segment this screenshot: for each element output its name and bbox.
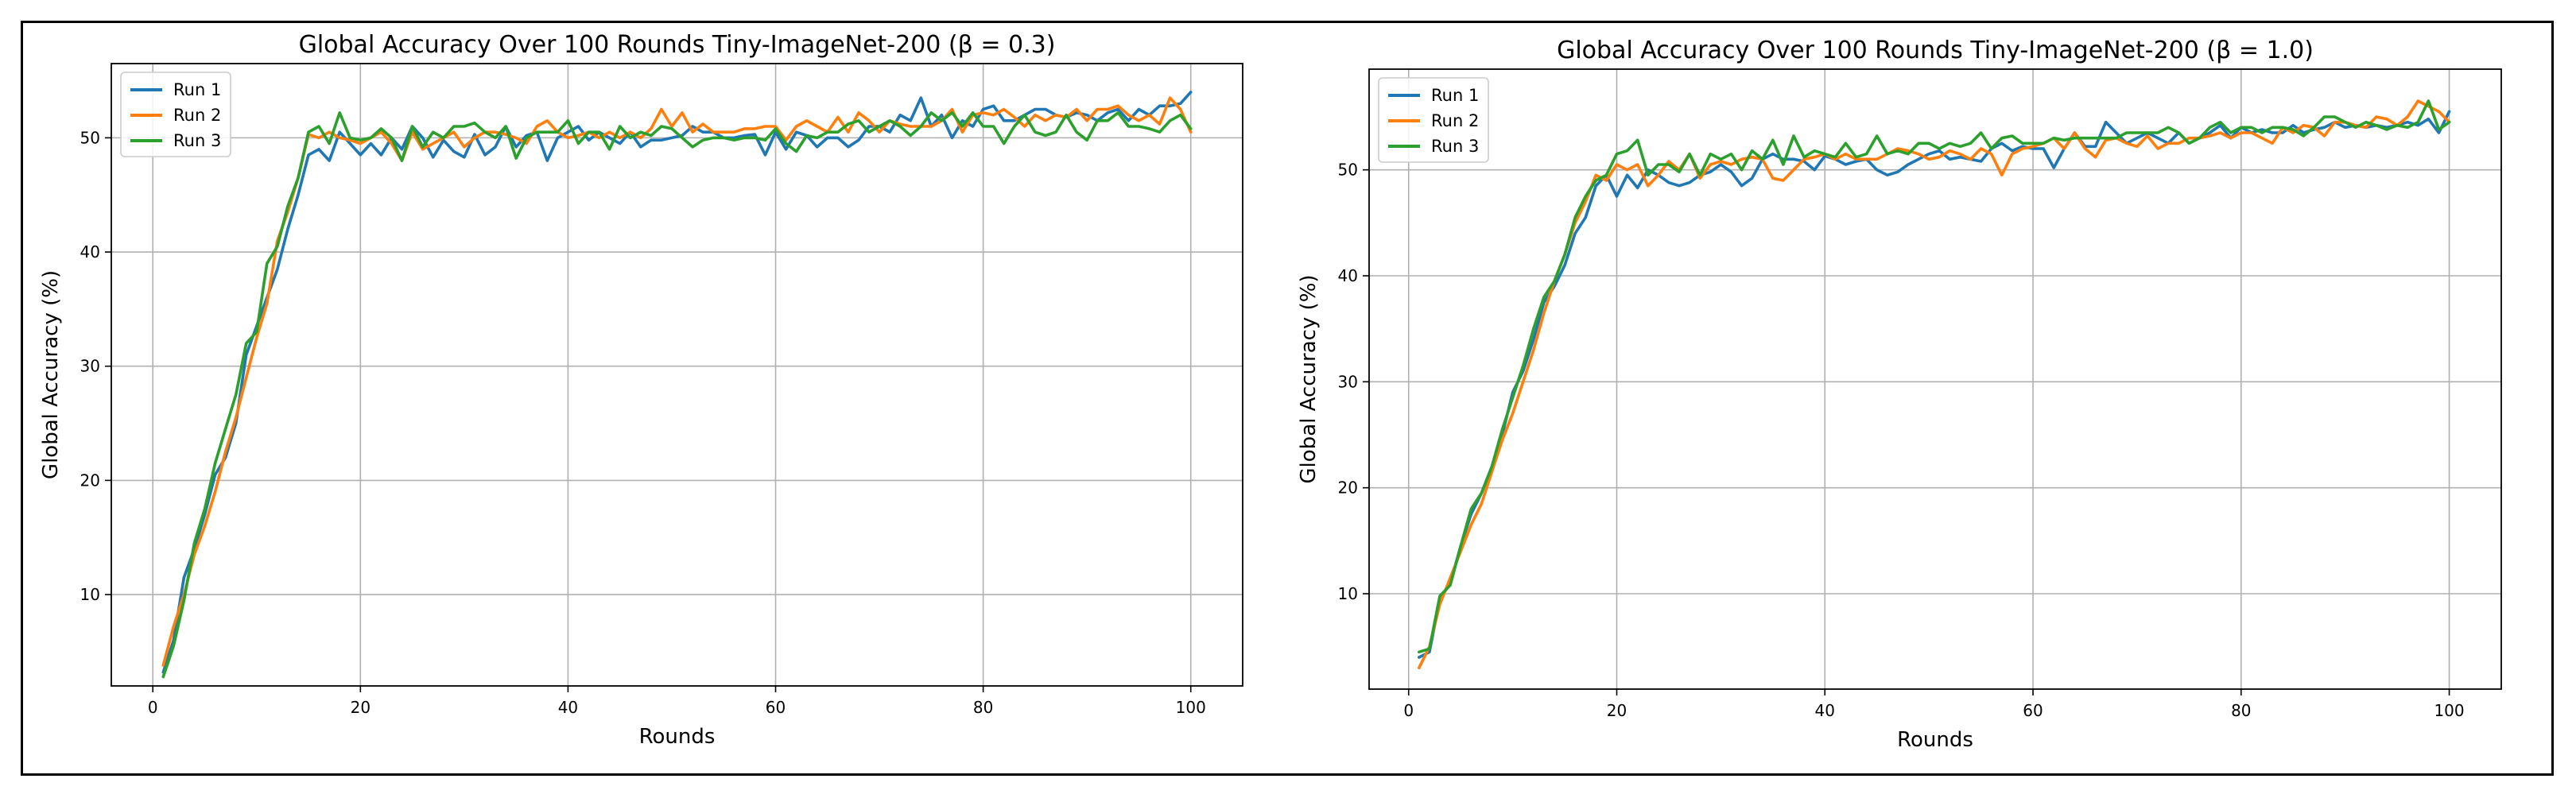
legend-label: Run 3: [1431, 137, 1479, 156]
series-line-run-2: [1418, 99, 2451, 670]
x-tick-label: 40: [1815, 701, 1835, 720]
legend-box: [1378, 77, 1489, 163]
x-tick-label: 0: [1403, 701, 1414, 720]
series-line-run-2: [161, 96, 1193, 667]
y-tick-label: 20: [1338, 478, 1358, 498]
legend-label: Run 1: [173, 80, 221, 99]
y-tick-label: 50: [1338, 161, 1358, 180]
series-line-run-3: [161, 111, 1193, 679]
y-tick-label: 10: [80, 585, 100, 604]
y-tick-label: 30: [80, 357, 100, 376]
y-tick-label: 20: [80, 471, 100, 490]
x-tick-label: 100: [1176, 698, 1206, 717]
series-line-run-1: [1418, 110, 2451, 659]
chart-panel-2: 0 20 40 60 80 100 10 20 30 40 50 Global Accuracy Ov…: [1297, 37, 2502, 752]
y-tick-label: 50: [80, 128, 100, 147]
y-tick-label: 40: [80, 242, 100, 261]
x-tick-label: 0: [148, 698, 158, 717]
y-tick-label: 40: [1338, 266, 1358, 285]
legend-label: Run 2: [173, 106, 221, 125]
chart-title: Global Accuracy Over 100 Rounds Tiny-Ima…: [1557, 37, 2314, 64]
y-tick-label: 30: [1338, 372, 1358, 391]
x-tick-label: 100: [2434, 701, 2464, 720]
legend: Run 1 Run 2 Run 3: [120, 72, 231, 157]
chart-title: Global Accuracy Over 100 Rounds Tiny-Ima…: [299, 31, 1056, 59]
y-axis-label: Global Accuracy (%): [1297, 274, 1321, 483]
x-tick-label: 80: [973, 698, 993, 717]
plot-area-frame: [1368, 68, 2502, 690]
x-axis-label: Rounds: [639, 725, 716, 749]
legend: Run 1 Run 2 Run 3: [1378, 77, 1489, 163]
x-tick-label: 20: [351, 698, 370, 717]
x-tick-label: 80: [2231, 701, 2251, 720]
figure-frame: [21, 21, 2554, 776]
plot-area-frame: [111, 63, 1243, 687]
series-line-run-1: [161, 91, 1193, 674]
chart-panel-1: 0 20 40 60 80 100 10 20 30 40 50 Global Accuracy Ov…: [39, 31, 1243, 749]
series-line-run-3: [1418, 99, 2451, 654]
x-tick-label: 60: [766, 698, 786, 717]
x-tick-label: 40: [558, 698, 578, 717]
legend-label: Run 3: [173, 131, 221, 150]
legend-box: [120, 72, 231, 157]
x-tick-label: 60: [2023, 701, 2043, 720]
x-axis-label: Rounds: [1897, 728, 1973, 752]
legend-label: Run 2: [1431, 111, 1479, 130]
y-axis-label: Global Accuracy (%): [39, 270, 63, 479]
y-tick-label: 10: [1338, 584, 1358, 603]
x-tick-label: 20: [1607, 701, 1627, 720]
legend-label: Run 1: [1431, 86, 1479, 105]
